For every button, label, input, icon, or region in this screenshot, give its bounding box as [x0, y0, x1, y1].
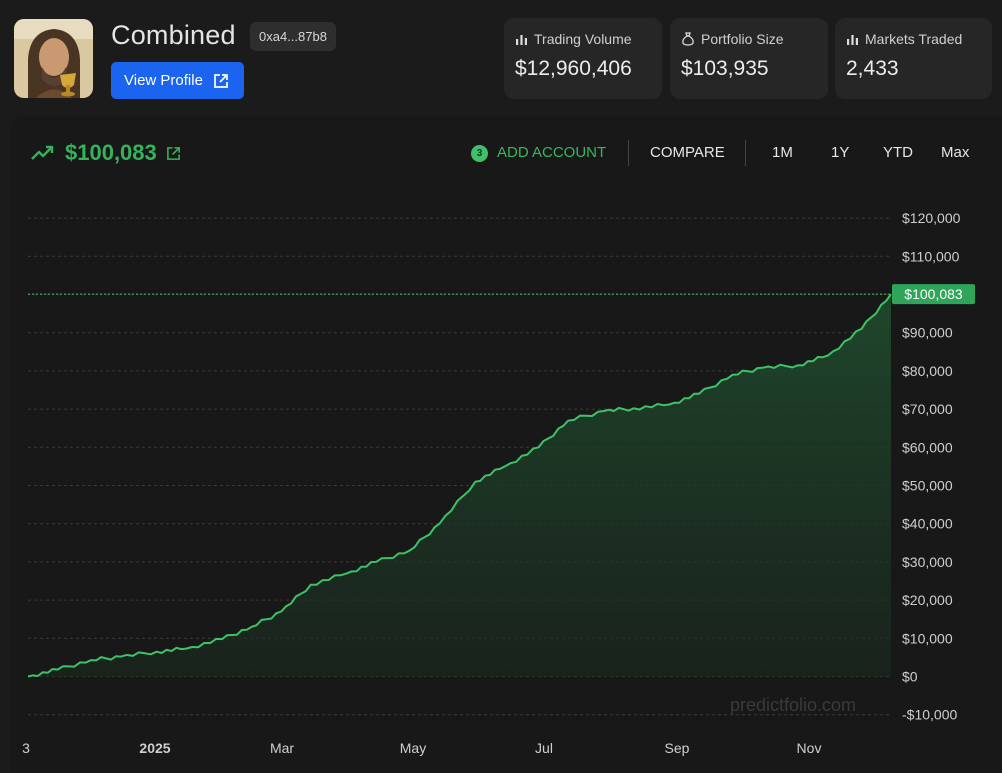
- divider: [628, 140, 629, 166]
- x-tick-label: Jul: [535, 740, 553, 756]
- stat-value: 2,433: [846, 57, 899, 80]
- x-tick-label: Nov: [797, 740, 822, 756]
- portfolio-value: $100,083: [31, 140, 181, 166]
- avatar: [14, 19, 93, 98]
- y-tick-label: $70,000: [902, 401, 953, 417]
- x-tick-label: 3: [22, 740, 30, 756]
- profile-name: Combined: [111, 20, 236, 50]
- y-tick-label: $10,000: [902, 630, 953, 646]
- y-tick-label: $80,000: [902, 363, 953, 379]
- y-tick-label: $90,000: [902, 325, 953, 341]
- range-1y-button[interactable]: 1Y: [831, 144, 850, 161]
- y-tick-label: $20,000: [902, 592, 953, 608]
- compare-button[interactable]: COMPARE: [650, 144, 725, 161]
- current-value-label: $100,083: [904, 286, 963, 302]
- avatar-portrait-icon: [14, 19, 93, 98]
- add-account-button[interactable]: 3 ADD ACCOUNT: [471, 142, 606, 164]
- wallet-address[interactable]: 0xa4...87b8: [250, 22, 336, 51]
- series-area: [28, 294, 891, 677]
- x-tick-label: May: [400, 740, 426, 756]
- current-value-tag: [892, 284, 975, 305]
- add-account-label: ADD ACCOUNT: [497, 144, 607, 161]
- range-1m-button[interactable]: 1M: [772, 144, 793, 161]
- stat-value: $12,960,406: [515, 57, 632, 80]
- x-tick-label: Mar: [270, 740, 294, 756]
- view-profile-button[interactable]: View Profile: [111, 62, 244, 99]
- y-tick-label: $30,000: [902, 554, 953, 570]
- y-tick-label: $110,000: [902, 248, 960, 264]
- external-link-icon: [214, 73, 228, 88]
- series-line: [27, 293, 892, 678]
- y-tick-label: $40,000: [902, 516, 953, 532]
- stat-card-markets-traded: Markets Traded 2,433: [835, 18, 992, 99]
- y-tick-label: $60,000: [902, 439, 953, 455]
- view-profile-label: View Profile: [124, 72, 203, 89]
- external-link-icon[interactable]: [166, 146, 181, 161]
- y-tick-label: -$10,000: [902, 707, 957, 723]
- money-bag-icon: [682, 32, 694, 46]
- stat-label: Trading Volume: [534, 31, 632, 47]
- x-tick-label: 2025: [139, 740, 170, 756]
- range-ytd-button[interactable]: YTD: [883, 144, 913, 161]
- divider: [745, 140, 746, 166]
- portfolio-value-text: $100,083: [65, 140, 157, 165]
- trending-up-icon: [31, 145, 54, 160]
- chart-panel: $120,000$110,000$100,000$90,000$80,000$7…: [11, 116, 1002, 773]
- range-max-button[interactable]: Max: [941, 144, 970, 161]
- stat-label: Portfolio Size: [701, 31, 784, 47]
- stat-label: Markets Traded: [865, 31, 963, 47]
- bar-chart-icon: [847, 35, 858, 45]
- pnl-chart[interactable]: $120,000$110,000$100,000$90,000$80,000$7…: [11, 116, 1002, 773]
- bar-chart-icon: [516, 35, 527, 45]
- y-tick-label: $120,000: [902, 210, 961, 226]
- stat-card-trading-volume: Trading Volume $12,960,406: [504, 18, 662, 99]
- stat-card-portfolio-size: Portfolio Size $103,935: [670, 18, 828, 99]
- account-count-badge: 3: [471, 144, 488, 162]
- watermark-text: predictfolio.com: [730, 695, 856, 715]
- y-tick-label: $0: [902, 669, 918, 685]
- y-tick-label: $50,000: [902, 478, 953, 494]
- stat-value: $103,935: [681, 57, 769, 80]
- x-tick-label: Sep: [665, 740, 690, 756]
